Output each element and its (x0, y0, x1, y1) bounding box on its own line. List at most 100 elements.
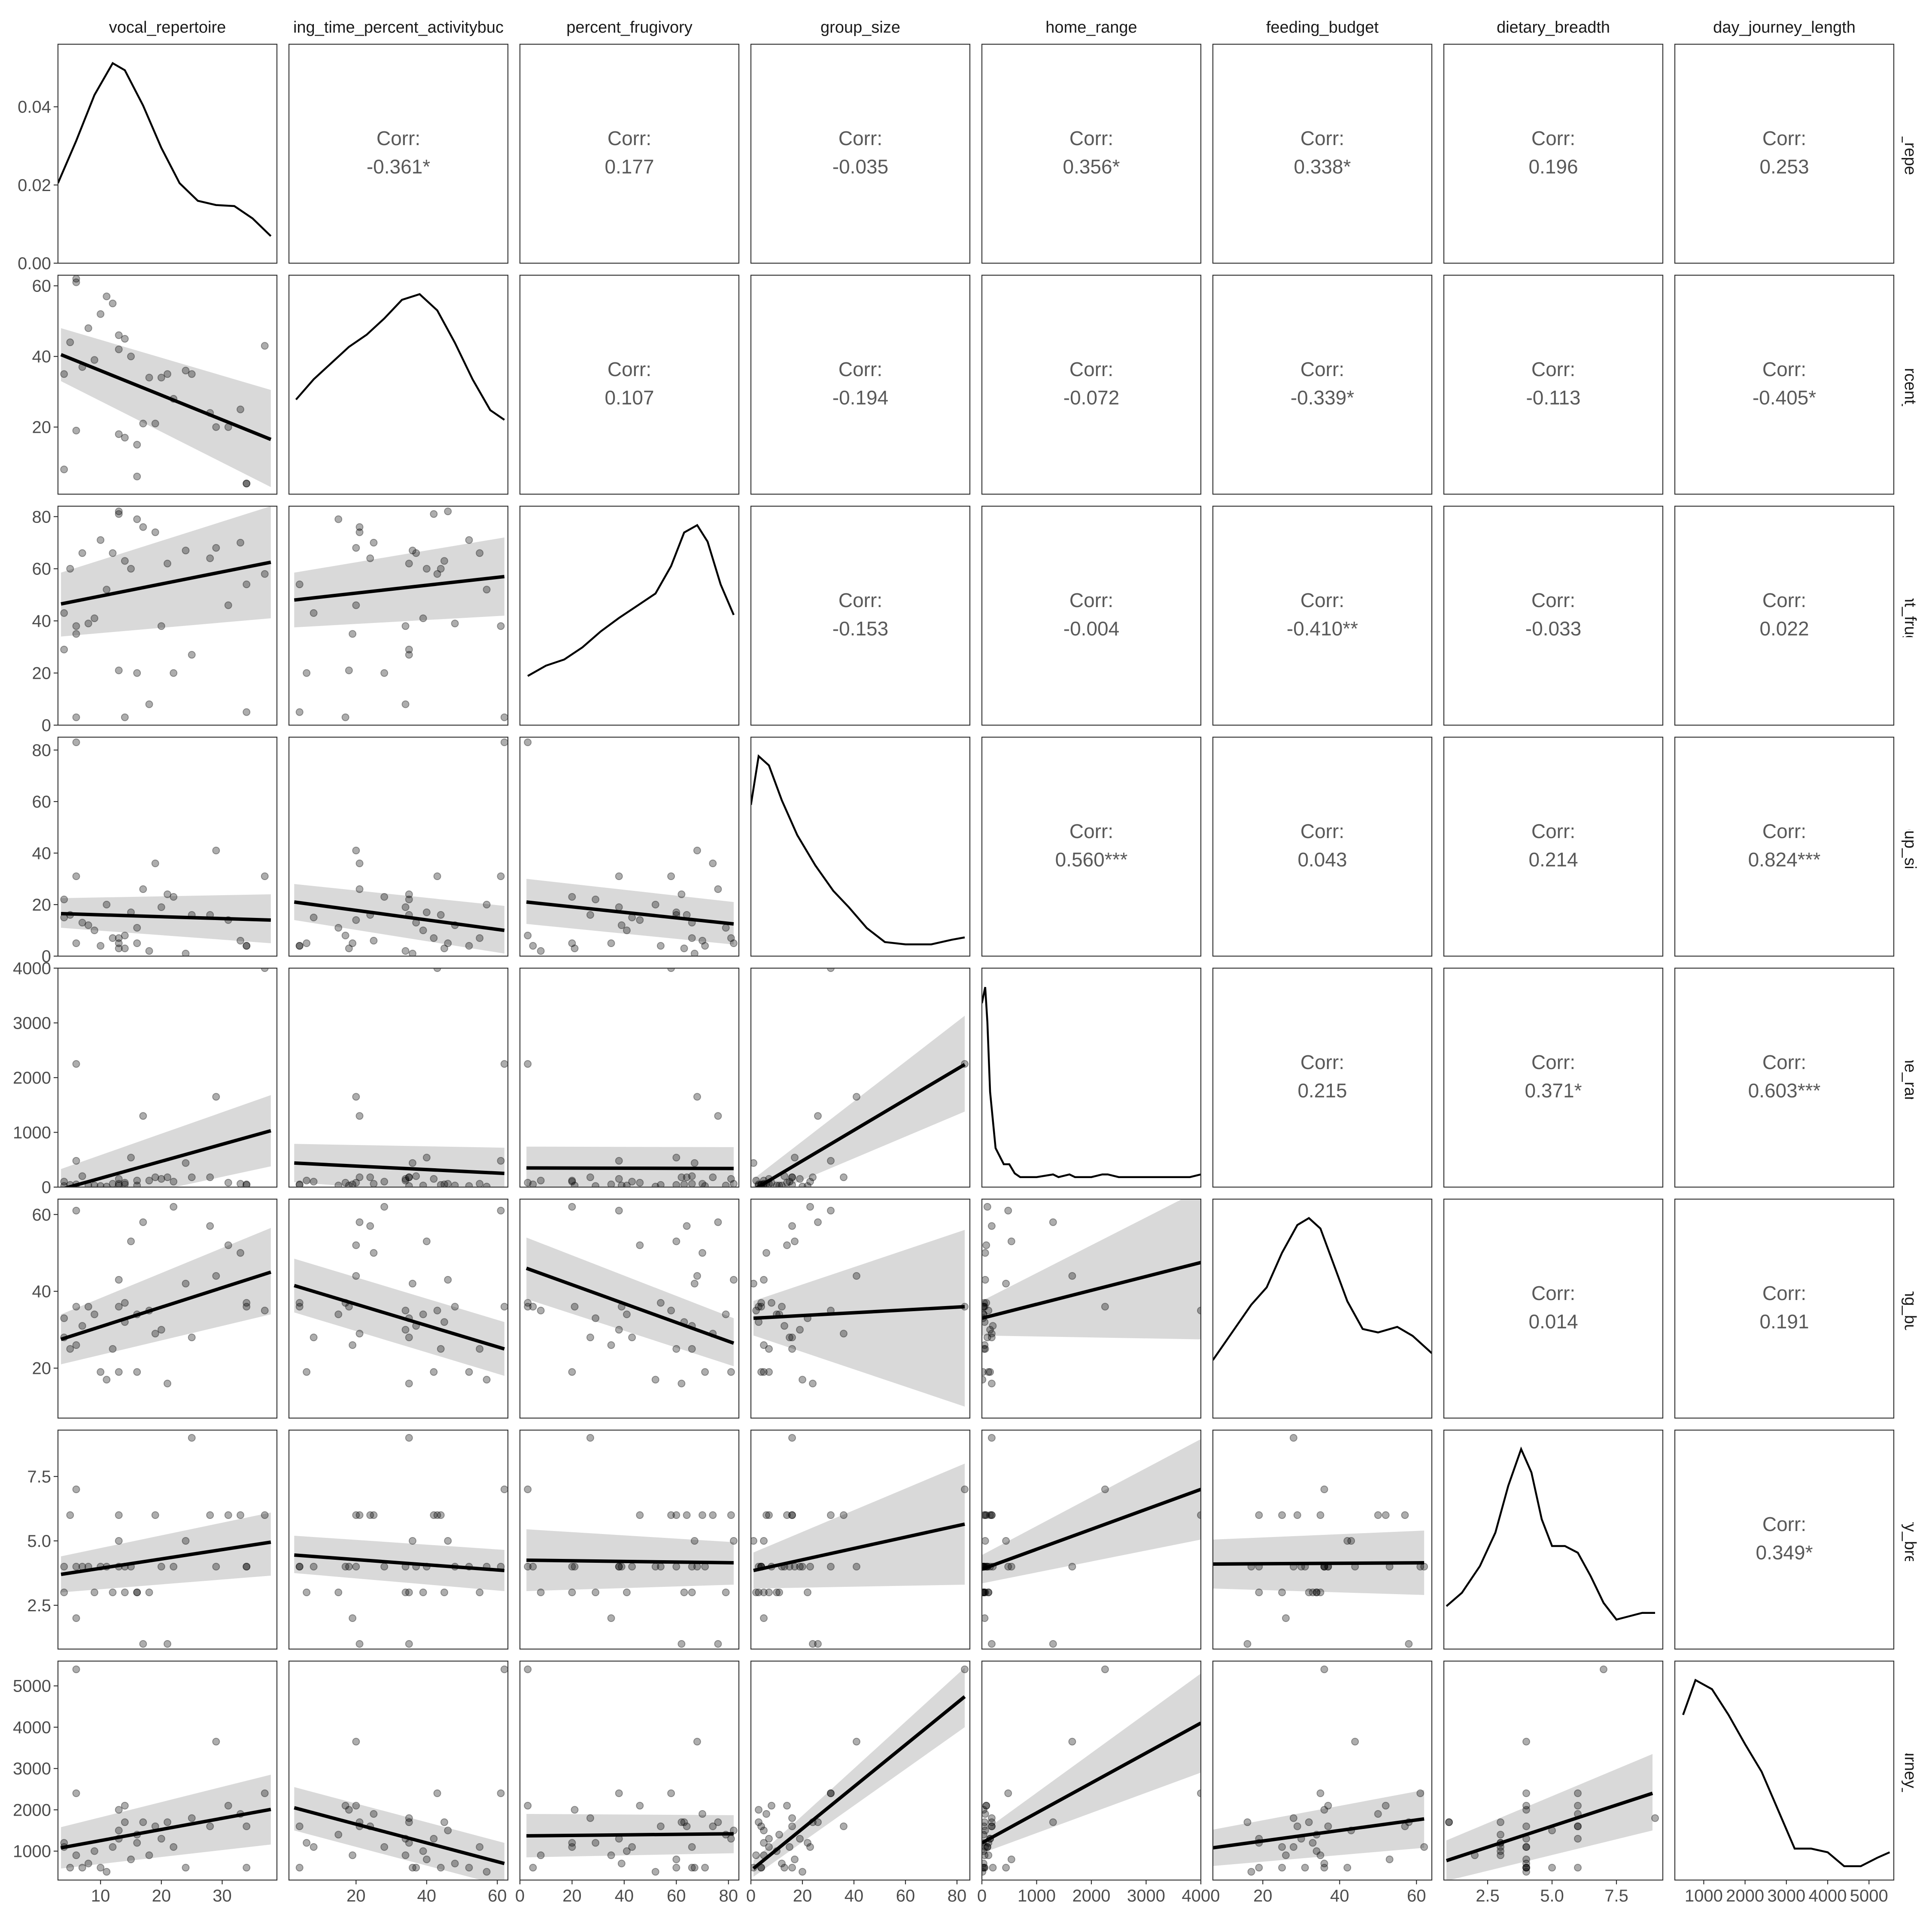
data-point (1197, 1511, 1201, 1519)
panel-5-2 (519, 1198, 740, 1419)
data-point (690, 1864, 699, 1872)
x-axis-3: 0 20 40 60 80 (746, 1880, 966, 1905)
data-point (690, 1537, 699, 1545)
corr-heading: Corr: (1762, 1051, 1806, 1073)
panel-0-5: Corr: 0.338* (1212, 43, 1433, 264)
data-point (693, 847, 701, 854)
panel-4-2 (519, 967, 740, 1188)
y-tick-label: 0.04 (18, 98, 51, 117)
data-point (786, 1843, 793, 1851)
data-point (568, 1563, 576, 1571)
panel-border (288, 505, 509, 726)
data-point (690, 1159, 699, 1167)
data-point (78, 1864, 86, 1872)
data-point (693, 1272, 701, 1280)
panel-border (288, 274, 509, 495)
y-axis-5: 20 40 60 (32, 1206, 58, 1378)
y-tick-label: 5000 (13, 1677, 51, 1696)
row-label: home_range (1901, 1032, 1919, 1123)
data-point (133, 440, 141, 449)
data-point (103, 292, 111, 301)
panel-border (750, 43, 971, 264)
confidence-band (294, 884, 504, 954)
data-point (444, 1276, 452, 1284)
data-point (1316, 1851, 1324, 1859)
data-point (243, 708, 251, 716)
y-tick-label: 5.0 (27, 1532, 51, 1551)
data-point (345, 1563, 353, 1571)
data-point (341, 1179, 349, 1187)
data-point (419, 614, 427, 623)
data-point (1316, 1789, 1324, 1797)
panel-0-2: Corr: 0.177 (519, 43, 740, 264)
data-point (405, 1379, 413, 1388)
data-point (773, 1182, 781, 1187)
data-point (151, 419, 159, 428)
data-point (984, 1589, 993, 1596)
data-point (133, 924, 141, 932)
data-point (1049, 1640, 1057, 1648)
panel-border (519, 505, 740, 726)
data-point (727, 934, 735, 942)
data-point (430, 1368, 438, 1376)
data-point (345, 666, 353, 674)
data-point (1278, 1589, 1286, 1596)
data-point (115, 1511, 123, 1519)
corr-value: 0.196 (1528, 155, 1578, 178)
data-point (341, 1801, 349, 1810)
data-point (151, 528, 159, 536)
panel-background (1444, 506, 1663, 725)
data-point (982, 1859, 987, 1868)
panel-3-4: Corr: 0.560*** (981, 736, 1202, 957)
data-point (709, 1511, 717, 1519)
data-point (656, 1822, 665, 1830)
data-point (987, 1434, 996, 1442)
data-point (133, 939, 141, 947)
x-tick-label: 1000 (1685, 1886, 1723, 1905)
data-point (982, 1511, 990, 1519)
data-point (157, 1175, 165, 1183)
data-point (91, 1182, 98, 1187)
corr-heading: Corr: (1762, 358, 1806, 380)
data-point (615, 1206, 623, 1215)
corr-heading: Corr: (1531, 1051, 1575, 1073)
data-point (115, 1182, 123, 1187)
y-tick-label: 40 (32, 1282, 52, 1301)
data-point (72, 1563, 80, 1571)
data-point (370, 937, 378, 945)
y-axis-0: 0.00 0.02 0.04 (18, 98, 58, 273)
data-point (1320, 1859, 1328, 1868)
data-point (853, 1272, 860, 1280)
data-point (672, 908, 680, 916)
panel-border (1212, 736, 1433, 957)
panel-3-7: Corr: 0.824*** (1674, 736, 1895, 957)
panel-7-2 (519, 1660, 740, 1881)
data-point (529, 942, 537, 950)
data-point (84, 620, 92, 628)
data-point (615, 903, 623, 911)
data-point (212, 1272, 220, 1280)
panel-6-5 (1212, 1429, 1433, 1650)
data-point (334, 1182, 343, 1187)
column-label: home_range (1045, 18, 1137, 36)
data-point (115, 1276, 123, 1284)
data-point (78, 1322, 86, 1330)
data-point (405, 1173, 413, 1182)
panel-2-0 (57, 505, 278, 726)
data-point (586, 1814, 594, 1822)
data-point (440, 1180, 448, 1187)
data-point (568, 1589, 576, 1596)
data-point (483, 1182, 491, 1187)
data-point (755, 1806, 762, 1814)
data-point (170, 669, 178, 677)
data-point (401, 903, 410, 911)
data-point (1255, 1511, 1263, 1519)
confidence-band (61, 506, 271, 637)
data-point (405, 1589, 413, 1596)
data-point (1522, 1864, 1530, 1872)
data-point (139, 885, 147, 893)
data-point (401, 1326, 410, 1334)
data-point (986, 1511, 994, 1519)
panel-background (289, 275, 508, 494)
data-point (115, 934, 123, 942)
